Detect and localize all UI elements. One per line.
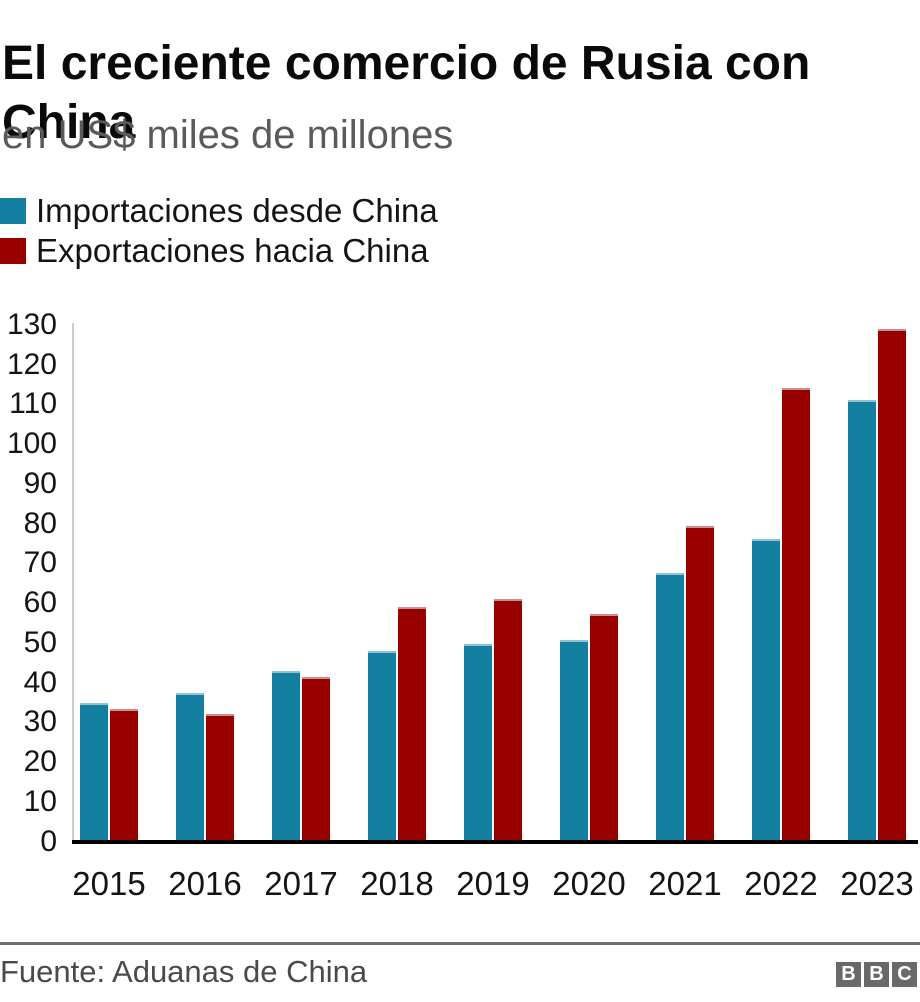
y-tick-label-30: 30: [23, 705, 57, 739]
bar-2015-importaciones: [80, 702, 108, 842]
legend-swatch-exportaciones: [0, 238, 26, 264]
bbc-logo-block-b2: B: [864, 962, 889, 987]
bar-2023-exportaciones: [878, 328, 906, 842]
bar-2020-importaciones: [560, 640, 588, 842]
y-tick-label-70: 70: [23, 546, 57, 580]
bar-2018-importaciones: [368, 650, 396, 842]
bbc-logo-block-c: C: [892, 962, 917, 987]
y-tick-label-100: 100: [6, 427, 57, 461]
bbc-logo-block-b1: B: [836, 962, 861, 987]
x-axis-label-2023: 2023: [840, 865, 914, 902]
bar-2017-importaciones: [272, 671, 300, 842]
x-axis-label-2022: 2022: [744, 865, 818, 902]
chart-subtitle: en US$ miles de millones: [2, 113, 454, 157]
x-axis-label-2020: 2020: [552, 865, 626, 902]
x-axis-label-2016: 2016: [168, 865, 242, 902]
x-axis-baseline: [72, 840, 918, 844]
bar-2022-exportaciones: [782, 388, 810, 842]
legend-label-exportaciones: Exportaciones hacia China: [36, 232, 429, 269]
bar-2017-exportaciones: [302, 677, 330, 842]
bar-2021-importaciones: [656, 572, 684, 842]
y-tick-label-0: 0: [40, 824, 57, 858]
bar-2023-importaciones: [848, 400, 876, 842]
bar-2016-exportaciones: [206, 713, 234, 842]
bar-2018-exportaciones: [398, 606, 426, 842]
y-tick-label-120: 120: [6, 347, 57, 381]
legend-item-importaciones: Importaciones desde China: [0, 192, 438, 229]
bar-2020-exportaciones: [590, 614, 618, 842]
bar-2021-exportaciones: [686, 526, 714, 842]
y-tick-label-90: 90: [23, 466, 57, 500]
footer-divider: [0, 942, 920, 945]
bbc-logo: B B C: [833, 962, 917, 987]
y-tick-label-20: 20: [23, 745, 57, 779]
y-axis-line: [72, 323, 74, 840]
source-credit: Fuente: Aduanas de China: [0, 954, 368, 989]
x-axis-label-2015: 2015: [72, 865, 146, 902]
page-title: El creciente comercio de Rusia con China: [2, 37, 811, 150]
y-tick-label-80: 80: [23, 506, 57, 540]
x-axis-label-2019: 2019: [456, 865, 530, 902]
chart-legend: Importaciones desde China Exportaciones …: [0, 192, 438, 278]
y-tick-label-110: 110: [9, 387, 57, 421]
legend-swatch-importaciones: [0, 198, 26, 224]
bar-2019-exportaciones: [494, 599, 522, 842]
y-tick-label-130: 130: [6, 308, 57, 341]
bar-2022-importaciones: [752, 539, 780, 842]
legend-item-exportaciones: Exportaciones hacia China: [0, 232, 438, 269]
y-tick-label-60: 60: [23, 586, 57, 620]
bar-2019-importaciones: [464, 644, 492, 842]
bar-2016-importaciones: [176, 693, 204, 842]
x-axis-label-2021: 2021: [648, 865, 722, 902]
y-tick-label-40: 40: [23, 665, 57, 699]
x-axis-label-2017: 2017: [264, 865, 338, 902]
bar-2015-exportaciones: [110, 709, 138, 842]
legend-label-importaciones: Importaciones desde China: [36, 192, 438, 229]
y-tick-label-10: 10: [23, 784, 57, 818]
y-tick-label-50: 50: [23, 625, 57, 659]
x-axis-label-2018: 2018: [360, 865, 434, 902]
